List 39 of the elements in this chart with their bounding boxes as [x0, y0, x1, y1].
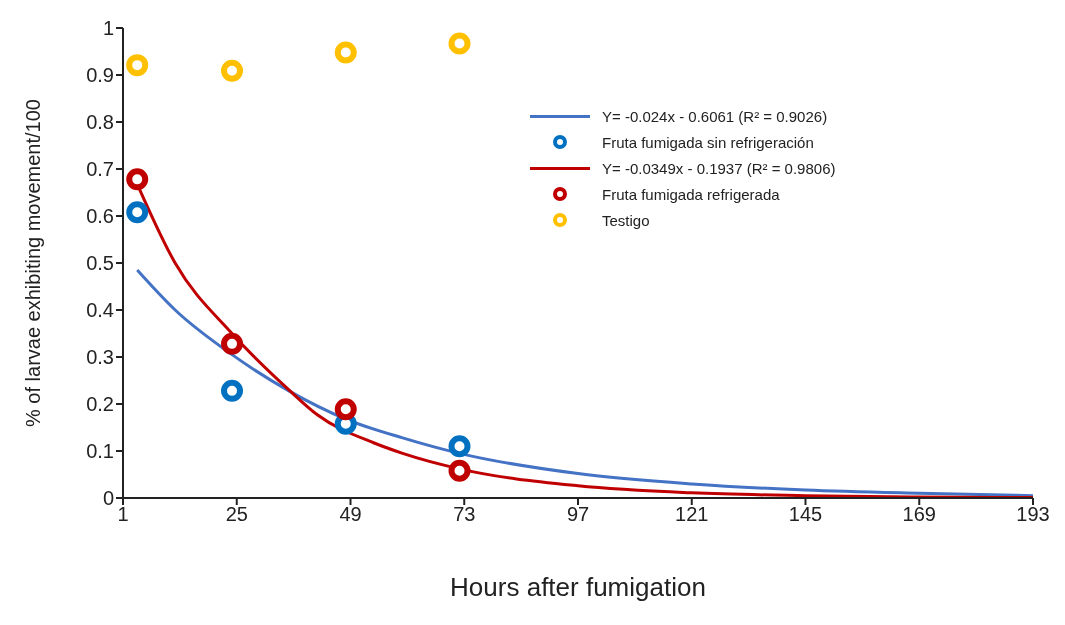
x-tick-label: 121	[675, 503, 709, 526]
y-tick-label: 0.9	[86, 64, 114, 87]
y-tick-label: 0.5	[86, 252, 114, 275]
point	[221, 59, 244, 82]
x-tick-label: 169	[902, 503, 936, 526]
point	[126, 54, 149, 77]
legend-label: Y= -0.024x - 0.6061 (R² = 0.9026)	[602, 107, 828, 125]
x-tick-label: 49	[339, 503, 362, 526]
point	[334, 398, 357, 421]
legend-label: Testigo	[602, 211, 650, 229]
x-tick-label: 25	[225, 503, 248, 526]
point	[126, 201, 149, 224]
y-tick-label: 1	[102, 17, 114, 40]
y-tick-label: 0.3	[86, 346, 114, 369]
y-tick-label: 0.4	[86, 299, 114, 322]
x-tick-label: 73	[453, 503, 476, 526]
point	[334, 41, 357, 64]
line-series	[135, 268, 1033, 498]
x-tick-label: 1	[117, 503, 129, 526]
legend-label: Fruta fumigada sin refrigeración	[602, 133, 814, 151]
x-tick-label: 145	[788, 503, 823, 526]
legend-label: Y= -0.0349x - 0.1937 (R² = 0.9806)	[602, 159, 836, 177]
point	[126, 168, 149, 191]
y-tick-label: 0.8	[86, 111, 114, 134]
y-tick-label: 0.1	[86, 440, 114, 463]
legend-label: Fruta fumigada refrigerada	[602, 185, 780, 203]
point	[448, 435, 471, 458]
y-axis-title: % of larvae exhibiting movement/100	[22, 99, 45, 427]
point	[448, 459, 471, 482]
y-tick-label: 0.7	[86, 158, 114, 181]
x-tick-label: 97	[566, 503, 590, 526]
x-tick-label: 193	[1016, 503, 1050, 526]
y-tick-label: 0	[102, 487, 114, 510]
point	[221, 332, 244, 355]
y-tick-label: 0.6	[86, 205, 114, 228]
x-axis-title: Hours after fumigation	[450, 572, 706, 603]
y-tick-label: 0.2	[86, 393, 114, 416]
point	[448, 32, 471, 55]
point	[221, 379, 244, 402]
